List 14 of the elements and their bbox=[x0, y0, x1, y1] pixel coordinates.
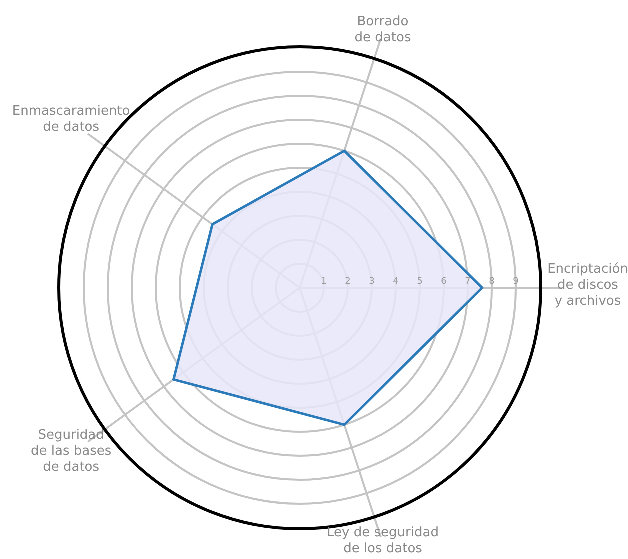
y-tick-label: 3 bbox=[369, 277, 375, 287]
spoke-label: Enmascaramiento de datos bbox=[12, 104, 130, 135]
spoke-label: Seguridad de las bases de datos bbox=[31, 428, 112, 476]
y-tick-label: 1 bbox=[321, 277, 327, 287]
y-tick-label: 9 bbox=[513, 277, 520, 287]
spoke-label: Ley de seguridad de los datos bbox=[327, 526, 439, 557]
y-tick-label: 2 bbox=[345, 277, 351, 287]
y-tick-label: 6 bbox=[441, 277, 448, 287]
spoke-label: Encriptación de discos y archivos bbox=[548, 262, 628, 309]
y-tick-label: 8 bbox=[489, 277, 496, 287]
y-tick-label: 7 bbox=[465, 277, 471, 287]
spoke-label: Borrado de datos bbox=[354, 14, 412, 46]
y-tick-label: 4 bbox=[393, 277, 400, 287]
y-tick-label: 5 bbox=[417, 277, 423, 287]
